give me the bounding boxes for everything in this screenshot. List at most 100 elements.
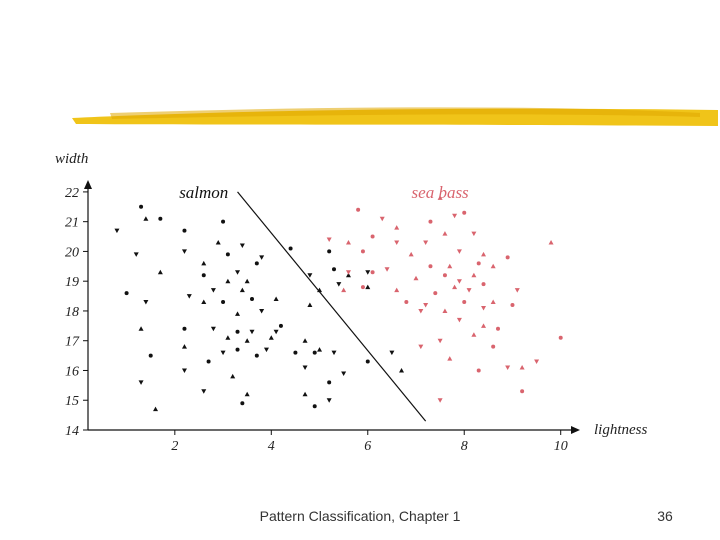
salmon-point xyxy=(182,228,187,233)
salmon-point xyxy=(332,267,336,272)
sea-bass-point xyxy=(510,303,515,307)
sea-bass-point xyxy=(505,365,511,370)
salmon-point xyxy=(365,359,370,364)
salmon-point xyxy=(302,365,308,370)
salmon-point xyxy=(221,219,226,224)
sea-bass-point xyxy=(447,263,453,269)
salmon-point xyxy=(201,260,207,266)
sea-bass-point xyxy=(394,240,400,245)
sea-bass-point xyxy=(404,300,409,305)
sea-bass-point xyxy=(481,323,487,328)
sea-bass-point xyxy=(428,219,433,224)
sea-bass-point xyxy=(548,240,554,245)
sea-bass-point xyxy=(428,264,433,269)
salmon-point xyxy=(235,329,240,334)
sea-bass-point xyxy=(466,288,472,293)
sea-bass-point xyxy=(394,287,400,293)
salmon-point xyxy=(186,294,192,299)
sea-bass-point xyxy=(345,270,351,275)
salmon-point xyxy=(250,297,254,302)
salmon-point xyxy=(201,299,207,305)
x-tick-label: 4 xyxy=(268,439,275,454)
salmon-point xyxy=(336,282,342,287)
salmon-point xyxy=(143,216,149,221)
salmon-point xyxy=(249,329,255,335)
salmon-point xyxy=(153,406,159,412)
sea-bass-point xyxy=(437,398,443,403)
sea-bass-point xyxy=(471,332,477,337)
sea-bass-point xyxy=(490,299,496,305)
y-tick-label: 15 xyxy=(65,394,79,409)
salmon-point xyxy=(327,249,332,254)
y-tick-label: 20 xyxy=(65,245,79,260)
salmon-point xyxy=(225,335,231,340)
sea-bass-point xyxy=(433,291,438,296)
salmon-point xyxy=(293,350,298,355)
salmon-point xyxy=(182,326,187,331)
sea-bass-point xyxy=(413,275,419,281)
salmon-point xyxy=(326,398,332,403)
sea-bass-point xyxy=(370,270,375,275)
sea-bass-point xyxy=(384,267,390,272)
salmon-point xyxy=(124,291,129,296)
salmon-point xyxy=(389,350,395,356)
sea-bass-point xyxy=(491,344,496,349)
salmon-point xyxy=(210,326,216,332)
sea-bass-point xyxy=(481,305,487,311)
sea-bass-point xyxy=(476,261,481,266)
sea-bass-point xyxy=(447,356,453,361)
salmon-point xyxy=(312,404,317,409)
sea-bass-point xyxy=(360,249,365,254)
salmon-point xyxy=(235,270,241,275)
y-axis-label: width xyxy=(55,151,88,167)
x-tick-label: 8 xyxy=(461,439,468,454)
y-tick-label: 22 xyxy=(65,186,79,201)
sea-bass-point xyxy=(462,300,467,305)
sea-bass-point xyxy=(345,240,351,245)
sea-bass-point xyxy=(534,359,540,365)
y-tick-label: 16 xyxy=(65,364,79,379)
sea-bass-point xyxy=(326,237,332,243)
footer-title: Pattern Classification, Chapter 1 xyxy=(259,508,461,524)
sea-bass-point xyxy=(379,216,385,222)
y-tick-label: 14 xyxy=(65,424,79,439)
sea-bass-point xyxy=(370,234,375,239)
sea-bass-point xyxy=(423,303,429,308)
sea-bass-point xyxy=(558,335,563,340)
salmon-point xyxy=(244,391,250,397)
salmon-point xyxy=(181,344,187,349)
sea-bass-point xyxy=(456,279,462,284)
y-tick-label: 19 xyxy=(65,275,79,290)
salmon-point xyxy=(143,300,149,305)
salmon-point xyxy=(225,278,231,284)
salmon-point xyxy=(278,323,283,328)
salmon-label: salmon xyxy=(179,183,228,202)
sea-bass-point xyxy=(418,344,424,350)
salmon-point xyxy=(317,347,323,352)
sea-bass-point xyxy=(452,284,458,290)
salmon-point xyxy=(288,246,293,251)
salmon-point xyxy=(133,252,139,257)
salmon-point xyxy=(268,335,274,340)
salmon-point xyxy=(365,284,371,290)
page-number: 36 xyxy=(657,508,673,524)
sea-bass-point xyxy=(496,326,500,331)
highlighter-stroke-streak xyxy=(110,107,700,119)
salmon-point xyxy=(312,350,317,355)
axes xyxy=(84,180,580,434)
salmon-point xyxy=(331,350,337,356)
sea-bass-point xyxy=(442,231,448,236)
salmon-point xyxy=(215,240,221,245)
sea-bass-point xyxy=(481,282,486,287)
salmon-point xyxy=(148,353,153,358)
salmon-point xyxy=(206,359,211,364)
decorative-highlighter-stroke xyxy=(0,0,720,140)
sea-bass-point xyxy=(471,231,477,237)
salmon-point xyxy=(181,368,187,373)
salmon-point xyxy=(341,371,347,376)
sea-bass-point xyxy=(437,338,443,344)
salmon-point xyxy=(181,249,187,254)
sea-bass-point xyxy=(408,251,414,257)
salmon-point xyxy=(239,287,245,293)
salmon-point xyxy=(235,311,241,316)
